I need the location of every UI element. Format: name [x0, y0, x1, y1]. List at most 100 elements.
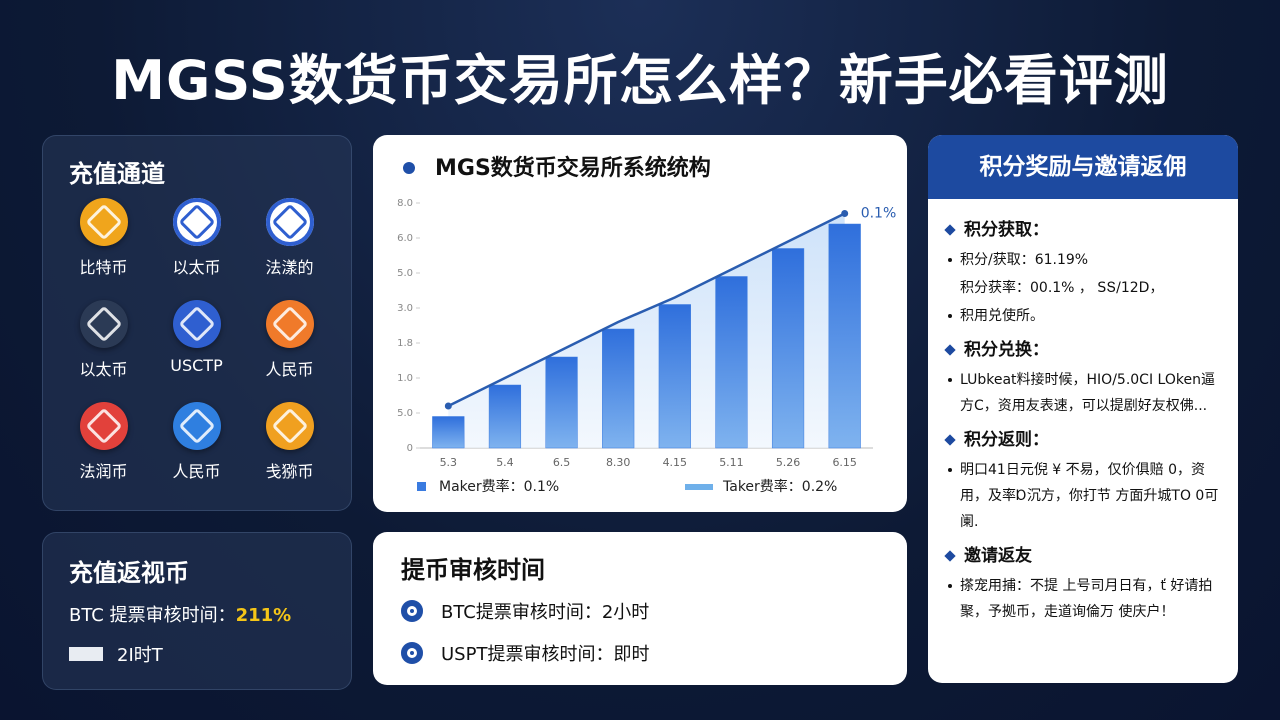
coin-label: 人民币: [172, 462, 221, 481]
coin-glyph: [85, 407, 122, 445]
bar: [602, 328, 635, 449]
x-tick-label: 5.4: [496, 456, 514, 469]
para-text: 明口41日元倪 ¥ 不易，仅价俱赔 0，资用，及率Ɒ沉方，你打节 方面升城TO …: [960, 462, 1219, 530]
coin: 戋猕币: [243, 402, 336, 482]
x-tick-label: 5.11: [719, 456, 744, 469]
legend-label: Taker费率：0.2%: [722, 478, 837, 495]
bullet-diamond: [944, 224, 956, 236]
para: 明口41日元倪 ¥ 不易，仅价俱赔 0，资用，及率Ɒ沉方，你打节 方面升城TO …: [946, 457, 1226, 535]
deposit-panel: 充值通道 比特币 以太币 法漾的 以太币 USCTP 人民币 法润币 人民币 戋猕币: [42, 135, 352, 511]
para-text: 搽宠用捕：不提 上号司月日有，ť 好请拍聚，予拠币，走道询倫万 使庆户！: [960, 578, 1213, 620]
bullet: [948, 584, 952, 588]
coin-glyph: [271, 407, 308, 445]
withdraw-item: USPT提票审核时间：即时: [401, 640, 649, 666]
bar: [715, 276, 748, 449]
para-text: 积分获率：00.1% ， SՏ/12D，: [960, 280, 1164, 296]
bullet-diamond: [944, 550, 956, 562]
rebate-line: 2Ⅰ时T: [69, 641, 163, 667]
coin-icon: [172, 198, 221, 246]
y-tick-label: 1.0: [397, 373, 413, 384]
para-text: 积分/获取：61.19%: [960, 252, 1089, 268]
rebate-line: BTC 提票审核时间：211%: [69, 601, 291, 627]
coin-glyph: [178, 203, 215, 241]
chart-card: MGS数货币交易所系统统构 0 5.0 1.0 1.8 3.0 5.0 6.0 8.0 0.1%…: [373, 135, 907, 512]
line-point: [444, 402, 452, 410]
item-icon: [401, 600, 423, 622]
item-text: USPT提票审核时间：即时: [441, 644, 650, 665]
legend-swatch: [417, 482, 426, 491]
text: BTC 提票审核时间：: [69, 605, 236, 626]
chart: MGS数货币交易所系统统构 0 5.0 1.0 1.8 3.0 5.0 6.0 8.0 0.1%…: [397, 155, 897, 495]
section-heading: 邀请返友: [944, 543, 1226, 569]
coin: 比特币: [57, 198, 150, 278]
coin-icon: [79, 198, 128, 246]
line: [447, 212, 846, 408]
panel-title: 充值通道: [69, 160, 165, 188]
points-card: 积分奖励与邀请返佣 积分获取： 积分/获取：61.19% 积分获率：00.1% ， …: [928, 135, 1238, 683]
coin-label: 戋猕币: [265, 462, 314, 481]
coin-label: 比特币: [79, 258, 128, 277]
section: 邀请返友搽宠用捕：不提 上号司月日有，ť 好请拍聚，予拠币，走道询倫万 使庆户！: [944, 543, 1226, 625]
swatch: [69, 647, 103, 661]
heading-text: 积分兑换：: [964, 340, 1049, 360]
coin-label: 以太币: [79, 360, 128, 379]
panel-title: 提币审核时间: [401, 556, 545, 584]
y-tick-label: 1.8: [397, 338, 413, 349]
chart-title: MGS数货币交易所系统统构: [435, 155, 711, 181]
y-tick-label: 0: [407, 443, 413, 454]
bar: [771, 248, 805, 449]
section: 积分返则： 明口41日元倪 ¥ 不易，仅价俱赔 0，资用，及率Ɒ沉方，你打节 方面…: [944, 427, 1226, 535]
x-tick-label: 4.15: [663, 456, 688, 469]
coin: 人民币: [243, 300, 336, 380]
coin-icon: [172, 402, 221, 450]
coin-label: 法润币: [79, 462, 128, 481]
coin-glyph: [271, 305, 308, 343]
bar: [432, 416, 465, 449]
points-body: 积分获取： 积分/获取：61.19% 积分获率：00.1% ， SՏ/12D， 积用兑…: [944, 213, 1226, 633]
x-tick-label: 5.26: [776, 456, 801, 469]
coin-icon: [79, 402, 128, 450]
coin-label: USCTP: [170, 356, 223, 375]
bullet-diamond: [944, 344, 956, 356]
rebate-panel: 充值返视币 BTC 提票审核时间：211% 2Ⅰ时T: [42, 532, 352, 690]
heading-text: 邀请返友: [964, 546, 1032, 566]
legend-label: Maker费率：0.1%: [439, 478, 559, 495]
bullet: [948, 378, 952, 382]
coin-label: 以太币: [172, 258, 221, 277]
coin-glyph: [178, 407, 215, 445]
section: 积分获取： 积分/获取：61.19% 积分获率：00.1% ， SՏ/12D， 积用兑…: [944, 217, 1226, 329]
item-icon: [401, 642, 423, 664]
para: 搽宠用捕：不提 上号司月日有，ť 好请拍聚，予拠币，走道询倫万 使庆户！: [946, 573, 1226, 625]
y-tick-label: 6.0: [397, 233, 413, 244]
heading-text: 积分获取：: [964, 220, 1049, 240]
y-tick-label: 8.0: [397, 198, 413, 209]
x-tick-label: 6.5: [553, 456, 571, 469]
coin: 法润币: [57, 402, 150, 482]
para: LUbkeat料接时候，HIO/5.0CI LOken逼方C，资用友表速，可以提…: [946, 367, 1226, 419]
coin-icon: [172, 300, 221, 348]
section-heading: 积分返则：: [944, 427, 1226, 453]
item-text: BTC提票审核时间：2小时: [441, 602, 650, 623]
coin-label: 法漾的: [265, 258, 314, 277]
y-tick-label: 5.0: [397, 408, 413, 419]
coin-icon: [79, 300, 128, 348]
coin: 人民币: [150, 402, 243, 482]
rebate-value: 211%: [235, 605, 292, 626]
page-title: MGSS数货币交易所怎么样？新手必看评测: [111, 49, 1169, 112]
annotation: 0.1%: [861, 206, 897, 222]
panel-title: 充值返视币: [69, 559, 189, 587]
coin: 法漾的: [243, 198, 336, 278]
coin-glyph: [178, 305, 215, 343]
para-text: 积用兑使所。: [960, 308, 1044, 324]
coin: 以太币: [57, 300, 150, 380]
x-tick-label: 6.15: [832, 456, 857, 469]
coin-glyph: [271, 203, 308, 241]
y-tick-label: 5.0: [397, 268, 413, 279]
coin-glyph: [85, 305, 122, 343]
coin-glyph: [85, 203, 122, 241]
bar: [828, 223, 861, 449]
section-heading: 积分获取：: [944, 217, 1226, 243]
bar: [488, 384, 522, 449]
title-dot: [403, 162, 415, 174]
